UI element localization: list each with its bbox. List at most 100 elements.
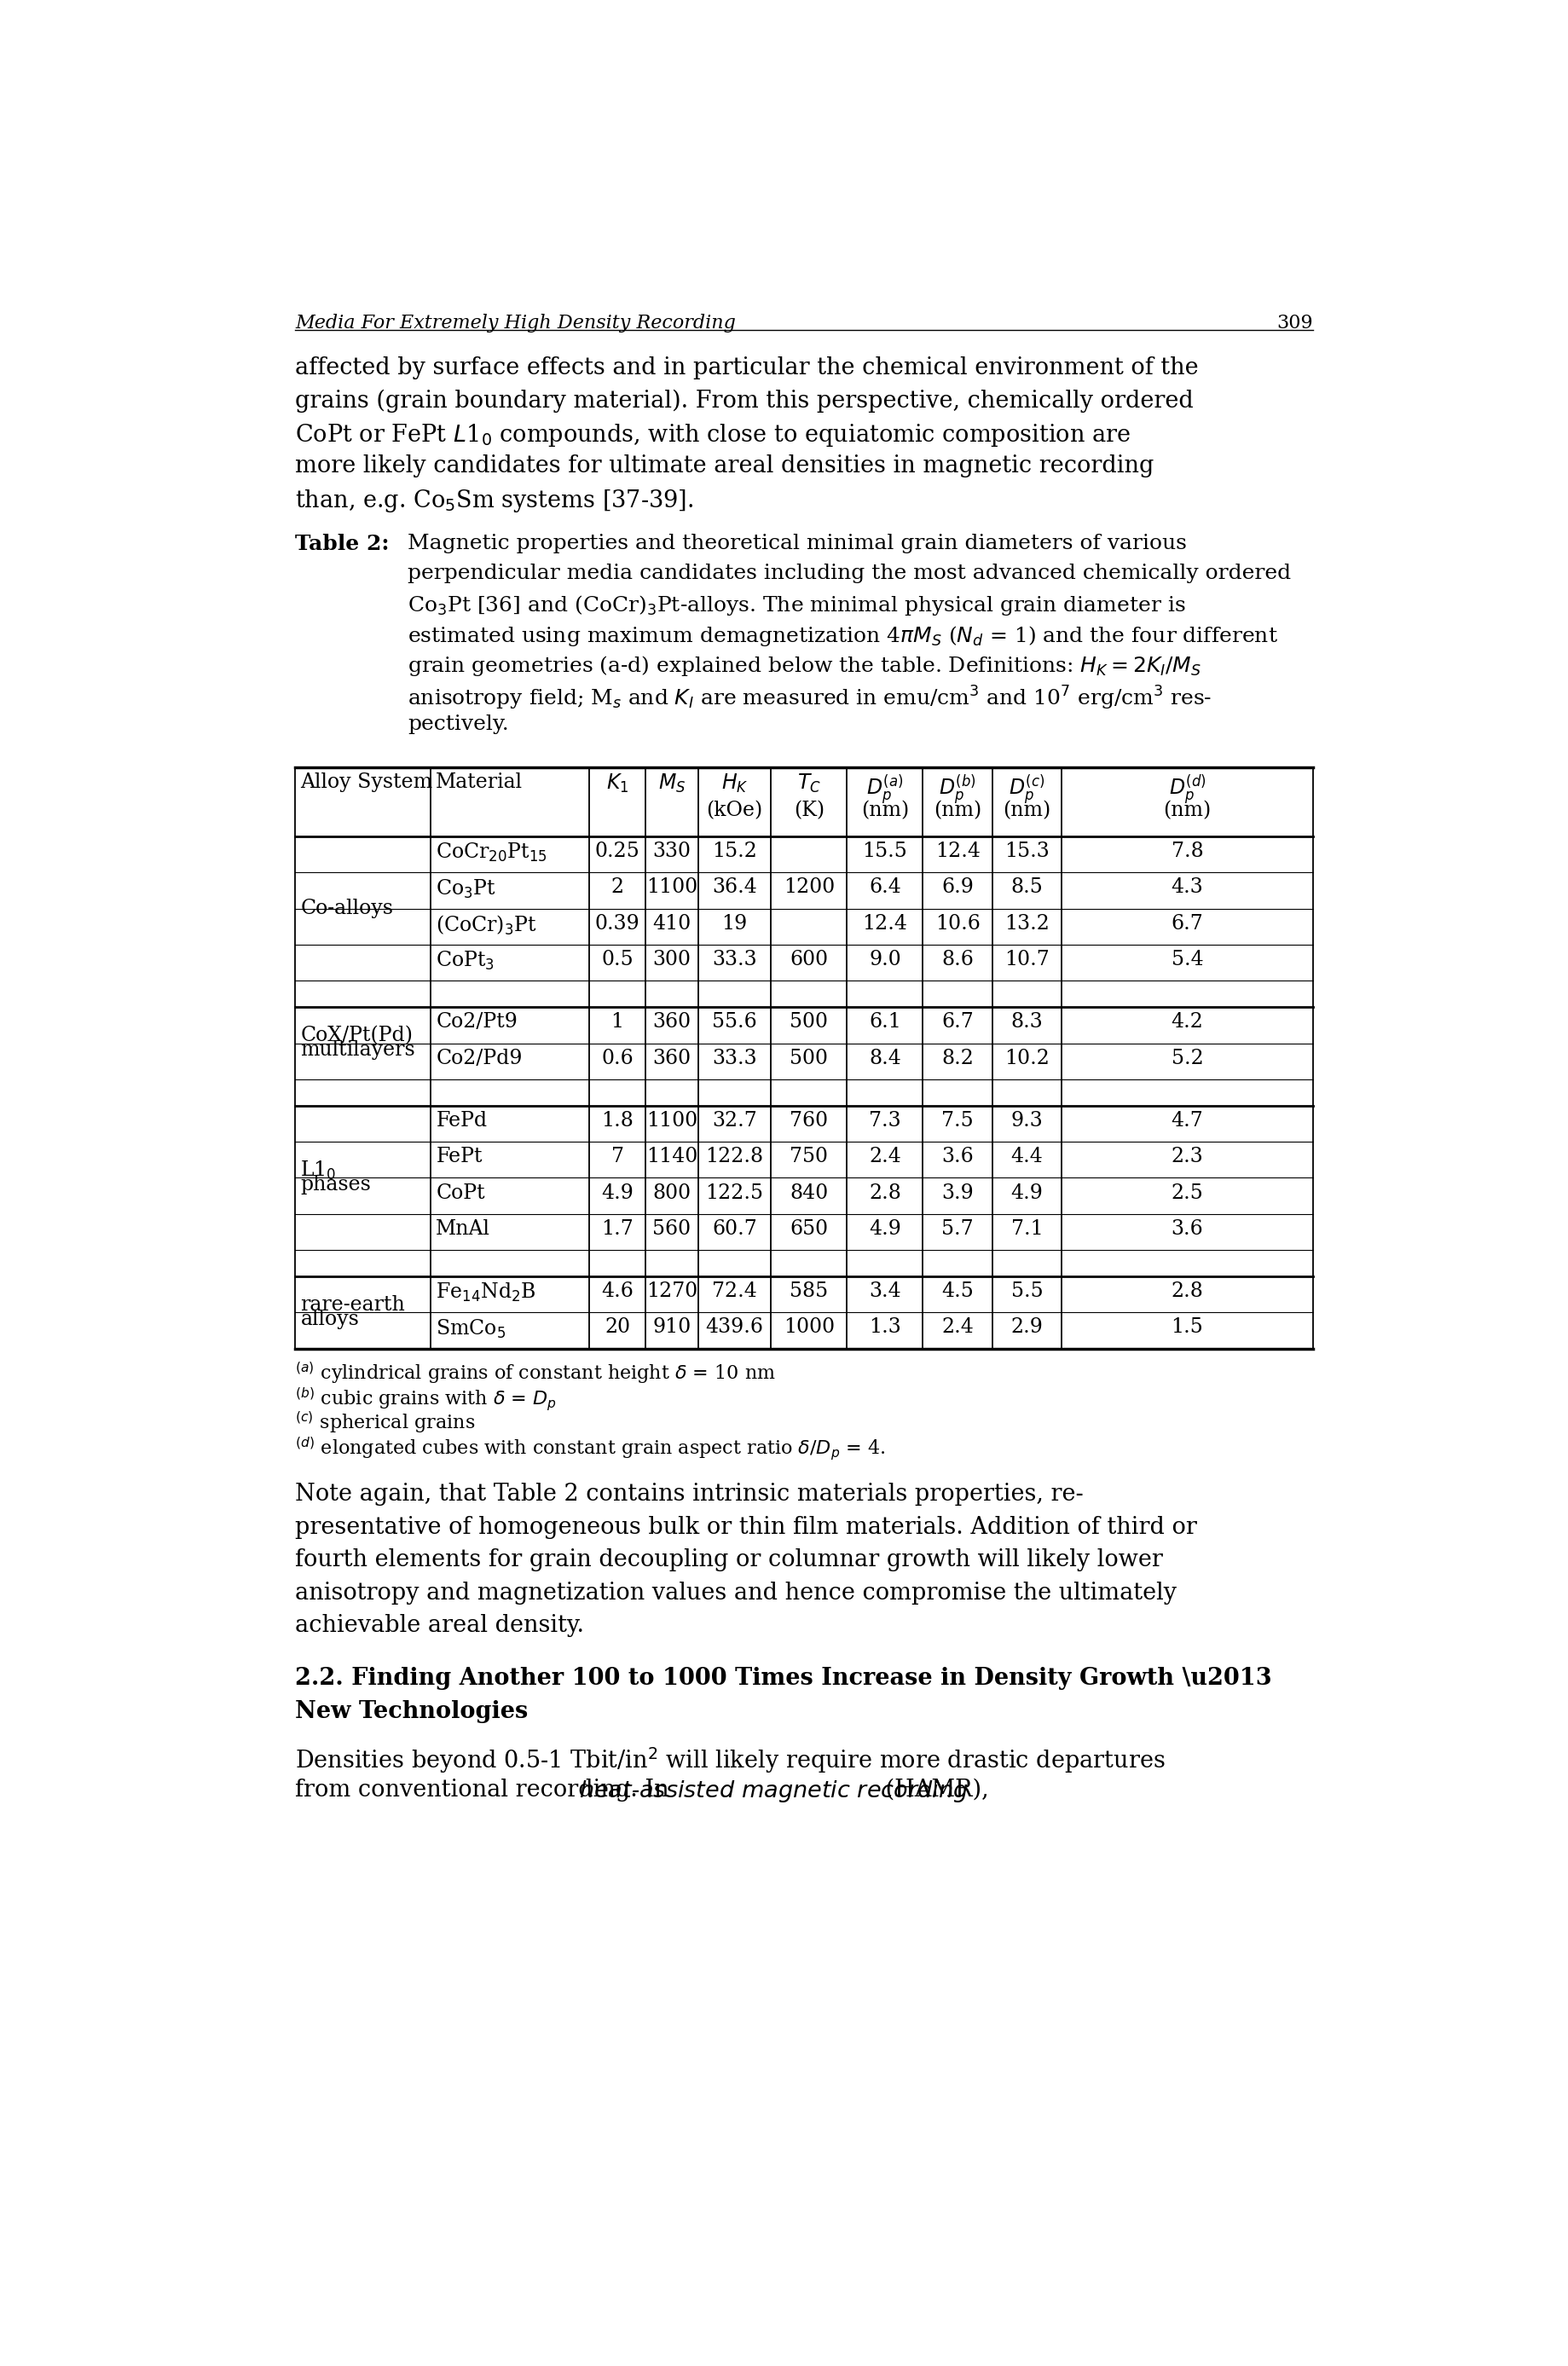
Text: 500: 500 bbox=[789, 1048, 828, 1067]
Text: CoPt: CoPt bbox=[436, 1183, 485, 1202]
Text: 6.9: 6.9 bbox=[941, 878, 974, 897]
Text: 7.5: 7.5 bbox=[941, 1110, 974, 1131]
Text: (nm): (nm) bbox=[861, 800, 908, 821]
Text: 650: 650 bbox=[789, 1218, 828, 1240]
Text: 12.4: 12.4 bbox=[862, 913, 906, 935]
Text: 8.5: 8.5 bbox=[1010, 878, 1043, 897]
Text: 6.7: 6.7 bbox=[1171, 913, 1203, 935]
Text: 330: 330 bbox=[652, 842, 690, 861]
Text: 3.6: 3.6 bbox=[1171, 1218, 1203, 1240]
Text: 3.6: 3.6 bbox=[941, 1148, 974, 1166]
Text: Co$_3$Pt: Co$_3$Pt bbox=[436, 878, 495, 899]
Text: 1.8: 1.8 bbox=[601, 1110, 633, 1131]
Text: $^{(a)}$ cylindrical grains of constant height $\delta$ = 10 nm: $^{(a)}$ cylindrical grains of constant … bbox=[295, 1360, 776, 1386]
Text: 2.3: 2.3 bbox=[1171, 1148, 1203, 1166]
Text: (HAMR),: (HAMR), bbox=[878, 1779, 988, 1801]
Text: 4.7: 4.7 bbox=[1171, 1110, 1203, 1131]
Text: multilayers: multilayers bbox=[301, 1041, 416, 1060]
Text: $T_C$: $T_C$ bbox=[797, 771, 820, 795]
Text: $D_p^{(b)}$: $D_p^{(b)}$ bbox=[938, 771, 975, 807]
Text: achievable areal density.: achievable areal density. bbox=[295, 1614, 583, 1637]
Text: Co2/Pd9: Co2/Pd9 bbox=[436, 1048, 522, 1067]
Text: (nm): (nm) bbox=[1163, 800, 1210, 821]
Text: 122.5: 122.5 bbox=[706, 1183, 764, 1202]
Text: 3.4: 3.4 bbox=[869, 1282, 900, 1301]
Text: 3.9: 3.9 bbox=[941, 1183, 974, 1202]
Text: 33.3: 33.3 bbox=[712, 1048, 757, 1067]
Text: 309: 309 bbox=[1276, 312, 1312, 331]
Text: 6.1: 6.1 bbox=[869, 1013, 900, 1032]
Text: 60.7: 60.7 bbox=[712, 1218, 757, 1240]
Text: 4.5: 4.5 bbox=[941, 1282, 974, 1301]
Text: 360: 360 bbox=[652, 1048, 691, 1067]
Text: affected by surface effects and in particular the chemical environment of the: affected by surface effects and in parti… bbox=[295, 357, 1198, 379]
Text: 1100: 1100 bbox=[646, 878, 698, 897]
Text: 0.25: 0.25 bbox=[594, 842, 640, 861]
Text: Magnetic properties and theoretical minimal grain diameters of various: Magnetic properties and theoretical mini… bbox=[408, 532, 1185, 554]
Text: 4.6: 4.6 bbox=[601, 1282, 633, 1301]
Text: anisotropy field; M$_s$ and $K_I$ are measured in emu/cm$^3$ and 10$^7$ erg/cm$^: anisotropy field; M$_s$ and $K_I$ are me… bbox=[408, 684, 1210, 712]
Text: CoPt$_3$: CoPt$_3$ bbox=[436, 951, 494, 972]
Text: presentative of homogeneous bulk or thin film materials. Addition of third or: presentative of homogeneous bulk or thin… bbox=[295, 1517, 1196, 1538]
Text: Densities beyond 0.5-1 Tbit/in$^2$ will likely require more drastic departures: Densities beyond 0.5-1 Tbit/in$^2$ will … bbox=[295, 1746, 1165, 1774]
Text: 72.4: 72.4 bbox=[712, 1282, 757, 1301]
Text: 439.6: 439.6 bbox=[706, 1318, 764, 1337]
Text: 2: 2 bbox=[610, 878, 624, 897]
Text: 585: 585 bbox=[789, 1282, 828, 1301]
Text: 7.8: 7.8 bbox=[1171, 842, 1203, 861]
Text: 1200: 1200 bbox=[782, 878, 834, 897]
Text: MnAl: MnAl bbox=[436, 1218, 491, 1240]
Text: anisotropy and magnetization values and hence compromise the ultimately: anisotropy and magnetization values and … bbox=[295, 1580, 1176, 1604]
Text: FePt: FePt bbox=[436, 1148, 483, 1166]
Text: Co2/Pt9: Co2/Pt9 bbox=[436, 1013, 517, 1032]
Text: 1000: 1000 bbox=[782, 1318, 834, 1337]
Text: 9.3: 9.3 bbox=[1010, 1110, 1043, 1131]
Text: 10.2: 10.2 bbox=[1004, 1048, 1049, 1067]
Text: 500: 500 bbox=[789, 1013, 828, 1032]
Text: estimated using maximum demagnetization 4$\pi M_S$ ($N_d$ = 1) and the four diff: estimated using maximum demagnetization … bbox=[408, 625, 1278, 648]
Text: 8.3: 8.3 bbox=[1010, 1013, 1043, 1032]
Text: 840: 840 bbox=[789, 1183, 828, 1202]
Text: Material: Material bbox=[436, 771, 522, 793]
Text: $^{(c)}$ spherical grains: $^{(c)}$ spherical grains bbox=[295, 1410, 475, 1436]
Text: than, e.g. Co$_5$Sm systems [37-39].: than, e.g. Co$_5$Sm systems [37-39]. bbox=[295, 487, 693, 513]
Text: 910: 910 bbox=[652, 1318, 691, 1337]
Text: 2.4: 2.4 bbox=[869, 1148, 900, 1166]
Text: $K_1$: $K_1$ bbox=[605, 771, 629, 795]
Text: Table 2:: Table 2: bbox=[295, 532, 389, 554]
Text: Media For Extremely High Density Recording: Media For Extremely High Density Recordi… bbox=[295, 312, 735, 331]
Text: 33.3: 33.3 bbox=[712, 951, 757, 970]
Text: 4.9: 4.9 bbox=[601, 1183, 633, 1202]
Text: phases: phases bbox=[301, 1176, 372, 1195]
Text: 7: 7 bbox=[610, 1148, 624, 1166]
Text: 2.8: 2.8 bbox=[1171, 1282, 1203, 1301]
Text: 6.7: 6.7 bbox=[941, 1013, 974, 1032]
Text: 1270: 1270 bbox=[646, 1282, 698, 1301]
Text: 760: 760 bbox=[789, 1110, 828, 1131]
Text: 1: 1 bbox=[610, 1013, 624, 1032]
Text: 560: 560 bbox=[652, 1218, 691, 1240]
Text: 8.6: 8.6 bbox=[941, 951, 974, 970]
Text: 15.5: 15.5 bbox=[862, 842, 906, 861]
Text: 4.4: 4.4 bbox=[1010, 1148, 1043, 1166]
Text: 750: 750 bbox=[789, 1148, 828, 1166]
Text: $\mathit{heat}$-$\mathit{assisted}$ $\mathit{magnetic}$ $\mathit{recording}$: $\mathit{heat}$-$\mathit{assisted}$ $\ma… bbox=[579, 1779, 967, 1803]
Text: 36.4: 36.4 bbox=[712, 878, 757, 897]
Text: $M_S$: $M_S$ bbox=[657, 771, 685, 795]
Text: 55.6: 55.6 bbox=[712, 1013, 757, 1032]
Text: Co-alloys: Co-alloys bbox=[301, 899, 394, 918]
Text: 20: 20 bbox=[604, 1318, 630, 1337]
Text: fourth elements for grain decoupling or columnar growth will likely lower: fourth elements for grain decoupling or … bbox=[295, 1550, 1162, 1571]
Text: 0.6: 0.6 bbox=[601, 1048, 633, 1067]
Text: from conventional recording. In: from conventional recording. In bbox=[295, 1779, 676, 1801]
Text: 4.9: 4.9 bbox=[869, 1218, 900, 1240]
Text: 122.8: 122.8 bbox=[706, 1148, 764, 1166]
Text: 600: 600 bbox=[789, 951, 828, 970]
Text: 1100: 1100 bbox=[646, 1110, 698, 1131]
Text: $D_p^{(c)}$: $D_p^{(c)}$ bbox=[1008, 771, 1044, 807]
Text: 6.4: 6.4 bbox=[869, 878, 900, 897]
Text: $D_p^{(d)}$: $D_p^{(d)}$ bbox=[1168, 771, 1206, 807]
Text: 360: 360 bbox=[652, 1013, 691, 1032]
Text: 2.5: 2.5 bbox=[1171, 1183, 1203, 1202]
Text: 4.9: 4.9 bbox=[1010, 1183, 1043, 1202]
